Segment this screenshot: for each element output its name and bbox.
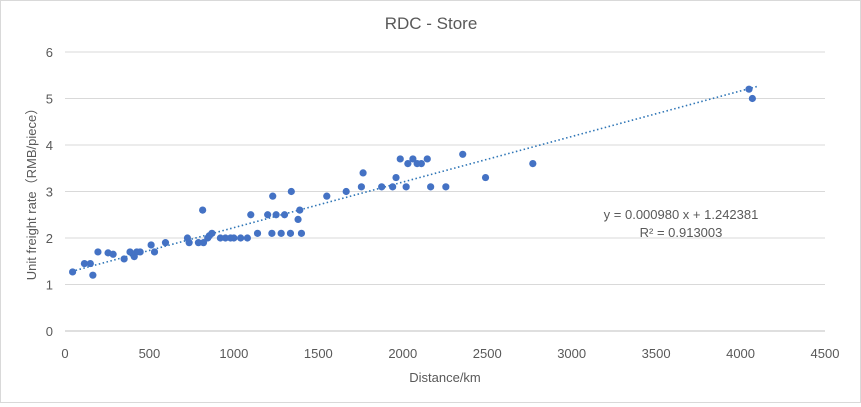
y-tick-label: 2 <box>46 231 53 246</box>
data-point <box>272 211 280 219</box>
data-point <box>216 234 224 242</box>
data-point <box>404 160 412 168</box>
gridlines <box>65 51 825 332</box>
data-point <box>109 250 117 258</box>
data-point <box>69 268 77 276</box>
data-point <box>120 255 128 263</box>
y-axis-ticks: 0 1 2 3 4 5 6 <box>46 45 53 339</box>
data-point <box>417 160 425 168</box>
x-axis-ticks: 0 500 1000 1500 2000 2500 3000 3500 4000 4500 <box>61 346 839 361</box>
data-point <box>287 187 295 196</box>
y-tick-label: 1 <box>46 278 53 293</box>
y-tick-label: 6 <box>46 45 53 60</box>
y-tick-label: 3 <box>46 185 53 200</box>
data-point <box>748 94 756 103</box>
data-point <box>409 155 417 163</box>
trendline <box>71 85 758 273</box>
data-point <box>185 239 193 247</box>
data-point <box>126 248 134 256</box>
trendline-group <box>71 85 758 273</box>
data-point <box>294 215 302 223</box>
data-point <box>277 229 285 237</box>
data-point <box>427 183 435 191</box>
x-tick-label: 1000 <box>219 346 248 361</box>
data-point <box>237 234 245 242</box>
x-tick-label: 2000 <box>388 346 417 361</box>
data-point <box>150 248 159 256</box>
y-tick-label: 4 <box>46 138 53 153</box>
data-point <box>342 187 350 196</box>
data-points <box>69 85 756 279</box>
x-axis-label: Distance/km <box>409 370 481 385</box>
data-point <box>268 229 276 237</box>
data-point <box>423 155 431 163</box>
data-point <box>297 229 306 237</box>
data-point <box>396 155 404 163</box>
data-point <box>745 85 753 93</box>
data-point <box>529 160 537 168</box>
x-tick-label: 1500 <box>304 346 333 361</box>
data-point <box>280 211 289 219</box>
data-point <box>199 206 207 214</box>
data-point <box>136 248 144 256</box>
data-point <box>459 150 467 158</box>
data-point <box>392 173 400 182</box>
data-point <box>357 183 365 191</box>
data-point <box>199 239 208 247</box>
x-tick-label: 2500 <box>473 346 502 361</box>
chart-title: RDC - Store <box>385 14 478 33</box>
data-point <box>94 248 102 256</box>
trendline-r2: R² = 0.913003 <box>640 225 723 240</box>
data-point <box>253 229 262 237</box>
data-point <box>323 192 331 200</box>
x-tick-label: 3500 <box>642 346 671 361</box>
data-point <box>208 229 216 237</box>
data-point <box>161 239 170 247</box>
data-point <box>269 192 277 200</box>
y-tick-label: 5 <box>46 92 53 107</box>
data-point <box>147 241 155 249</box>
data-point <box>442 183 450 191</box>
data-point <box>359 169 367 177</box>
y-tick-label: 0 <box>46 324 53 339</box>
data-point <box>286 229 295 237</box>
y-axis-label: Unit freight rate（RMB/piece） <box>24 102 39 280</box>
data-point <box>89 271 97 279</box>
x-tick-label: 3000 <box>557 346 586 361</box>
data-point <box>221 234 230 242</box>
data-point <box>243 234 251 242</box>
x-tick-label: 4500 <box>811 346 840 361</box>
data-point <box>80 259 89 268</box>
data-point <box>481 173 490 182</box>
x-tick-label: 0 <box>61 346 68 361</box>
x-tick-label: 500 <box>139 346 161 361</box>
trendline-equation: y = 0.000980 x + 1.242381 <box>604 207 759 222</box>
data-point <box>194 239 203 247</box>
data-point <box>378 183 386 191</box>
data-point <box>264 211 272 219</box>
x-tick-label: 4000 <box>726 346 755 361</box>
data-point <box>402 183 410 191</box>
data-point <box>247 211 255 219</box>
data-point <box>296 206 304 214</box>
data-point <box>230 234 238 242</box>
data-point <box>389 183 397 191</box>
data-point <box>86 259 94 268</box>
